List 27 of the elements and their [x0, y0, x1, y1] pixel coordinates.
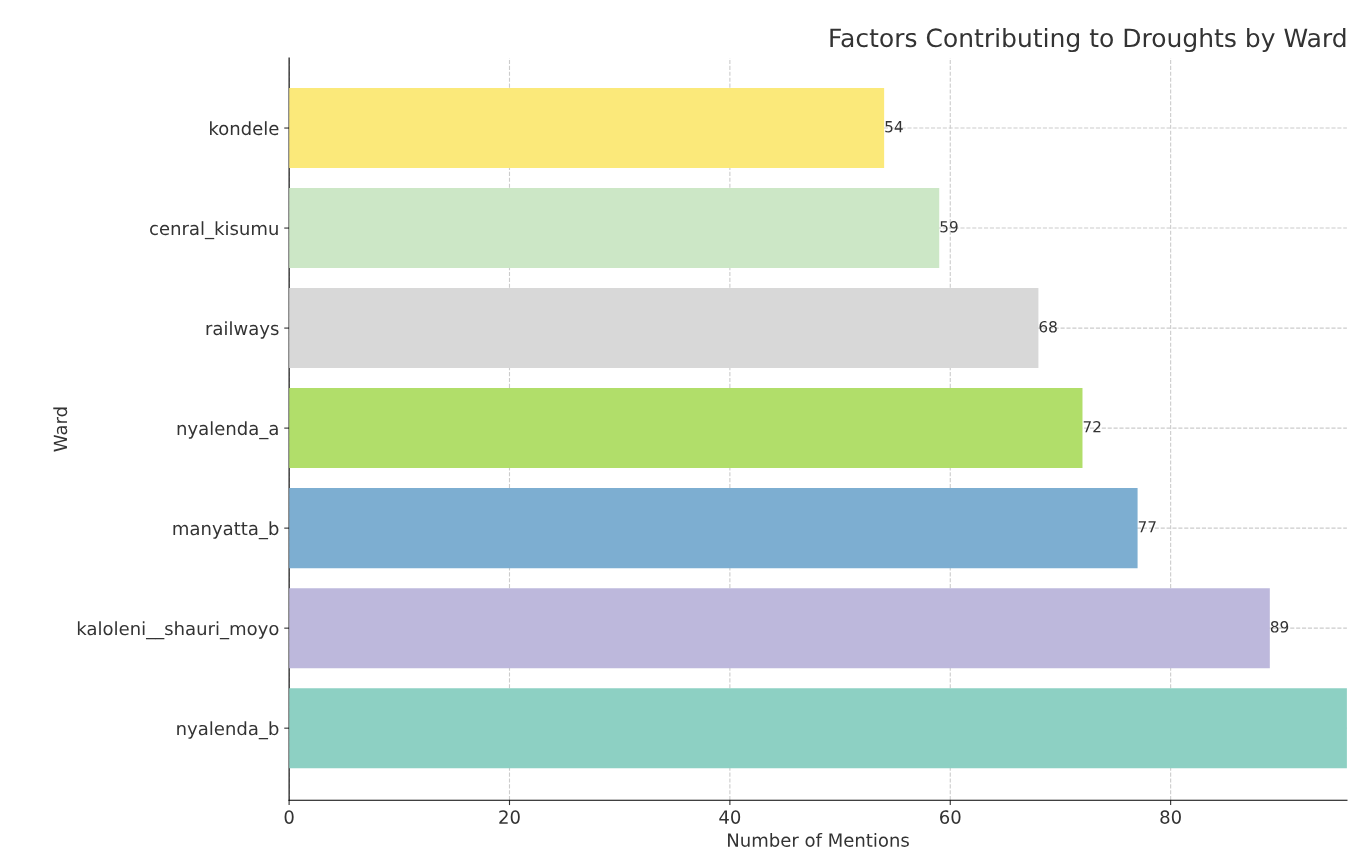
y-tick-label: railways: [206, 321, 279, 339]
chart-title: Factors Contributing to Droughts by Ward: [830, 27, 1346, 53]
bar: [289, 488, 1138, 569]
x-axis-title: Number of Mentions: [728, 832, 909, 847]
y-tick-label: kondele: [210, 121, 279, 136]
bar: [289, 188, 940, 269]
data-label: 72: [1083, 420, 1101, 433]
y-tick-label: nyalenda_b: [177, 721, 279, 740]
bar: [289, 388, 1083, 469]
y-tick-label: nyalenda_a: [177, 421, 278, 440]
x-tick-label: 40: [719, 810, 741, 824]
x-tick-label: 60: [940, 810, 961, 824]
y-tick-label: manyatta_b: [173, 521, 279, 540]
data-label: 54: [885, 121, 903, 133]
data-label: 59: [940, 220, 958, 233]
y-axis-title: Ward: [53, 407, 68, 452]
y-tick-label: kaloleni__shauri_moyo: [77, 621, 279, 640]
bar: [289, 588, 1270, 669]
bar: [289, 88, 885, 169]
x-tick-label: 20: [499, 810, 520, 824]
y-tick-label: cenral_kisumu: [150, 221, 278, 240]
data-label: 68: [1039, 320, 1057, 333]
data-label: 89: [1270, 621, 1289, 633]
x-tick-label: 0: [284, 810, 294, 824]
x-tick-label: 80: [1160, 810, 1181, 824]
data-label: 77: [1138, 521, 1156, 533]
bar: [289, 688, 1347, 769]
